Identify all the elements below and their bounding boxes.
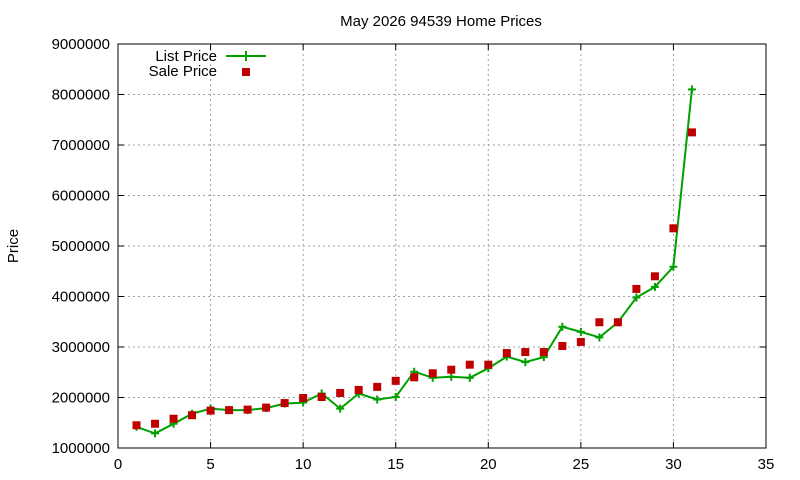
sale-price-point (354, 385, 363, 394)
sale-price-point (151, 419, 160, 428)
x-tick-label: 15 (387, 456, 404, 473)
list-price-point (687, 85, 696, 94)
y-tick-label: 8000000 (52, 87, 110, 104)
list-price-point (595, 333, 604, 342)
x-tick-label: 35 (758, 456, 775, 473)
sale-price-point (428, 369, 437, 378)
y-tick-label: 3000000 (52, 339, 110, 356)
list-price-point (632, 293, 641, 302)
sale-price-point (225, 406, 234, 415)
sale-price-point (669, 224, 678, 233)
legend-marker-sale-price (242, 68, 250, 76)
sale-price-point (132, 421, 141, 430)
sale-price-point (521, 348, 530, 357)
sale-price-point (262, 403, 271, 412)
sale-price-point (336, 388, 345, 397)
y-tick-label: 9000000 (52, 36, 110, 53)
y-axis-label: Price (5, 229, 22, 263)
x-tick-label: 20 (480, 456, 497, 473)
legend-label-list-price: List Price (155, 48, 217, 65)
legend-marker-list-price (241, 51, 251, 61)
legend-label-sale-price: Sale Price (149, 63, 217, 80)
sale-price-point (299, 394, 308, 403)
sale-price-point (391, 376, 400, 385)
sale-price-point (465, 360, 474, 369)
list-price-point (373, 395, 382, 404)
list-price-point (558, 322, 567, 331)
list-price-point (521, 358, 530, 367)
x-tick-label: 10 (295, 456, 312, 473)
y-tick-label: 4000000 (52, 289, 110, 306)
list-price-point (576, 327, 585, 336)
sale-price-point (613, 318, 622, 327)
list-price-point (336, 404, 345, 413)
sale-price-point (632, 284, 641, 293)
chart-title: May 2026 94539 Home Prices (340, 13, 542, 30)
x-tick-label: 5 (206, 456, 214, 473)
sale-price-point (373, 382, 382, 391)
sale-price-point (650, 272, 659, 281)
x-tick-label: 30 (665, 456, 682, 473)
sale-price-point (243, 405, 252, 414)
grid (118, 44, 766, 448)
list-price-point (650, 282, 659, 291)
series (132, 85, 696, 438)
list-price-point (151, 429, 160, 438)
sale-price-point (539, 348, 548, 357)
x-tick-label: 0 (114, 456, 122, 473)
y-tick-label: 6000000 (52, 188, 110, 205)
x-tick-label: 25 (573, 456, 590, 473)
sale-price-point (206, 406, 215, 415)
sale-price-point (410, 373, 419, 382)
sale-price-point (502, 349, 511, 358)
sale-price-point (558, 341, 567, 350)
sale-price-point (447, 365, 456, 374)
y-tick-label: 1000000 (52, 440, 110, 457)
sale-price-point (576, 337, 585, 346)
axis-ticks (117, 43, 767, 449)
tick-labels: 0 5 10 15 20 25 30 35 1000000 2000000 3000000 40000… (52, 36, 775, 473)
sale-price-point (595, 318, 604, 327)
sale-price-point (687, 128, 696, 137)
y-tick-label: 7000000 (52, 137, 110, 154)
sale-price-point (188, 411, 197, 420)
sale-price-point (484, 360, 493, 369)
y-tick-label: 5000000 (52, 238, 110, 255)
sale-price-point (317, 392, 326, 401)
list-price-point (669, 262, 678, 271)
list-price-point (391, 392, 400, 401)
list-price-point (447, 372, 456, 381)
sale-price-point (280, 399, 289, 408)
legend: List Price Sale Price (149, 48, 266, 80)
list-price-point (465, 373, 474, 382)
y-tick-label: 2000000 (52, 390, 110, 407)
series-line-list-price (136, 89, 693, 435)
sale-price-point (169, 414, 178, 423)
